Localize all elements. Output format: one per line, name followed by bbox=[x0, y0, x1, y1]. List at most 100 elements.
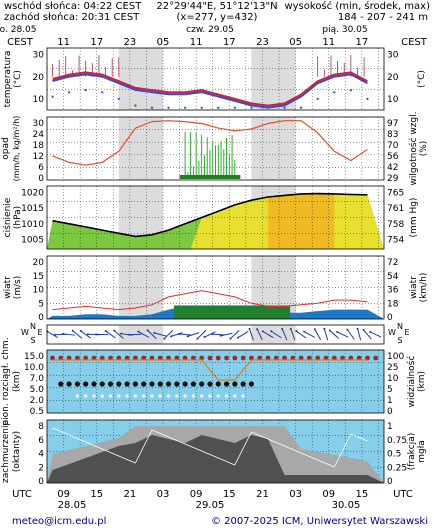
cloud-layer-mark bbox=[365, 355, 370, 361]
wind-arrow-head bbox=[137, 330, 140, 333]
wind-arrow-head bbox=[362, 328, 365, 331]
wind-arrow-head bbox=[211, 333, 214, 336]
tick-label-left: 20 bbox=[33, 258, 45, 268]
tick-label-right: 72 bbox=[387, 258, 398, 268]
wind-arrow-head bbox=[62, 332, 65, 335]
wind-direction-arrow bbox=[72, 330, 83, 339]
cloud-layer-mark bbox=[100, 394, 105, 398]
tick-label-right: 0.75 bbox=[387, 436, 407, 446]
cloud-layer-mark bbox=[107, 381, 114, 387]
wind-direction-arrow bbox=[147, 329, 157, 340]
precip-base bbox=[179, 175, 241, 179]
hour-top-label: 17 bbox=[356, 37, 369, 48]
compass-right: N bbox=[397, 322, 403, 331]
tick-label-left: 18 bbox=[33, 141, 45, 151]
hour-bottom-label: 09 bbox=[322, 489, 335, 500]
dew-point-mark bbox=[51, 95, 54, 98]
panel-frame bbox=[46, 255, 385, 320]
cloud-layer-mark bbox=[282, 355, 287, 361]
hours-top: 11 17 23 05 11 17 23 05 11 17 bbox=[57, 37, 368, 48]
dew-point-mark bbox=[266, 106, 270, 109]
dew-point-mark bbox=[150, 106, 154, 109]
cloud-layer-mark bbox=[207, 381, 213, 387]
cloud-layer-mark bbox=[233, 394, 237, 398]
dewpoint-line bbox=[52, 73, 368, 109]
tick-label-right: 1 bbox=[387, 396, 393, 406]
cloud-layer-mark bbox=[248, 381, 255, 387]
temperature-axis-label: temperatura bbox=[3, 51, 13, 108]
cloud-layer-mark bbox=[190, 381, 197, 387]
hour-top-label: 05 bbox=[157, 37, 170, 48]
panel-clouds: 8 6 4 2 0 1 0.75 0.5 0.25 0 zachmurzenie (oktanty) (… bbox=[1, 420, 427, 487]
wind-arrow-head bbox=[289, 327, 292, 330]
date-bottom-3: 30.05 bbox=[332, 500, 361, 511]
wind-direction-arrow bbox=[303, 331, 315, 338]
hour-bottom-label: 15 bbox=[90, 489, 103, 500]
pressure-area-peak bbox=[268, 193, 335, 249]
tick-label-right: 30 bbox=[387, 51, 399, 61]
hour-top-label: 11 bbox=[190, 37, 203, 48]
cloud-layer-mark bbox=[290, 355, 296, 361]
wind-arrow-head bbox=[295, 329, 298, 332]
wind-arrow-head bbox=[71, 329, 74, 332]
fog-fraction-label: (frakcja) bbox=[407, 433, 417, 471]
wind-arrow-head bbox=[113, 329, 116, 332]
wind-gust-line bbox=[52, 290, 368, 311]
cloud-layer-mark bbox=[75, 394, 80, 398]
panel-frame bbox=[46, 47, 385, 111]
clouds-axis-label: zachmurzenie bbox=[1, 420, 11, 484]
panel-frame bbox=[46, 349, 385, 414]
day-label-2: czw. 29.05 bbox=[186, 25, 234, 35]
wind-direction-arrow bbox=[113, 330, 124, 339]
temperature-unit-left: (°C) bbox=[13, 70, 23, 88]
cloud-layer-mark bbox=[199, 381, 205, 387]
cloud-layer-mark bbox=[240, 355, 246, 361]
wind-arrow-head bbox=[313, 328, 316, 331]
hour-top-label: 17 bbox=[90, 37, 103, 48]
tick-label-right: 0 bbox=[387, 477, 393, 487]
wind-direction-arrow bbox=[270, 330, 282, 339]
humidity-axis-label: wilgotność wzgl. bbox=[408, 112, 419, 186]
day-label-1: śro. 28.05 bbox=[0, 24, 37, 35]
copyright-text: © 2007-2025 ICM, Uniwersytet Warszawski bbox=[211, 516, 428, 527]
cloud-layer-mark bbox=[91, 355, 97, 361]
cloud-layer-mark bbox=[66, 355, 72, 361]
cloud-layer-mark bbox=[125, 394, 129, 398]
tick-label-right: 97 bbox=[387, 119, 398, 129]
wind-arrow-head bbox=[328, 329, 331, 332]
tick-label-left: 10.0 bbox=[24, 363, 44, 373]
cloud-layer-mark bbox=[199, 394, 204, 398]
cloud-layer-mark bbox=[124, 381, 130, 387]
cloud-layer-mark bbox=[74, 381, 80, 387]
wind-arrow-head bbox=[323, 327, 326, 330]
wind-direction-arrow bbox=[281, 328, 288, 341]
fog-axis-label: mgła bbox=[417, 440, 427, 463]
dew-point-mark bbox=[250, 106, 253, 109]
dew-point-mark bbox=[349, 88, 353, 92]
hour-top-label: 05 bbox=[289, 37, 302, 48]
utc-right: UTC bbox=[393, 489, 413, 500]
wind-direction-arrow bbox=[154, 332, 167, 337]
wind-direction-arrow bbox=[105, 330, 116, 339]
cloud-layer-mark bbox=[183, 394, 187, 398]
wind-direction-arrow bbox=[363, 329, 372, 340]
wind-arrow-head bbox=[261, 330, 264, 333]
wind-arrow-head bbox=[256, 328, 259, 331]
cloud-cover-low-area bbox=[47, 435, 384, 483]
cloud-layer-mark bbox=[348, 355, 354, 361]
tick-label-left: 8 bbox=[38, 422, 44, 432]
contact-email[interactable]: meteo@icm.edu.pl bbox=[12, 516, 106, 527]
wind-arrow-head bbox=[196, 337, 199, 340]
cloud-layer-mark bbox=[141, 381, 147, 387]
dew-point-mark bbox=[167, 106, 170, 109]
tick-label-left: 20 bbox=[33, 73, 45, 83]
tick-label-left: 24 bbox=[33, 130, 45, 140]
compass-left: S bbox=[30, 336, 35, 345]
hour-top-label: 23 bbox=[256, 37, 269, 48]
cloud-layer-mark bbox=[58, 355, 64, 361]
cloud-layer-mark bbox=[117, 394, 121, 398]
wind-arrow-head bbox=[303, 330, 306, 333]
hour-top-label: 11 bbox=[57, 37, 70, 48]
